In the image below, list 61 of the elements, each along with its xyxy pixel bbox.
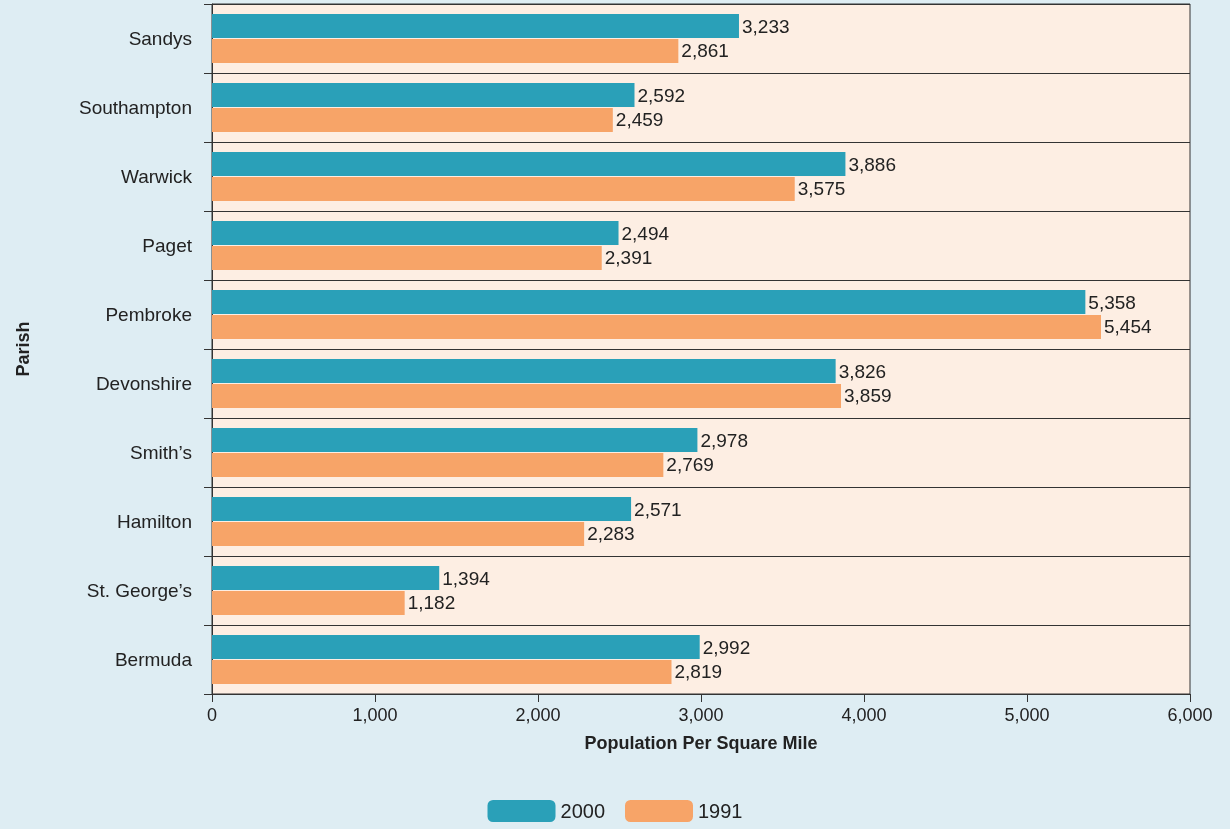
bar [212, 176, 795, 201]
bar [212, 566, 440, 591]
data-label: 2,571 [634, 498, 682, 520]
bar [212, 83, 635, 108]
bar [212, 152, 846, 177]
data-label: 2,992 [702, 636, 751, 658]
data-label: 1,394 [442, 567, 491, 589]
y-tick-label: Paget [142, 235, 193, 256]
data-label: 2,978 [700, 429, 748, 451]
bar [212, 314, 1101, 339]
legend-label: 1991 [698, 800, 743, 822]
bar [212, 659, 672, 684]
x-tick-label: 6,000 [1167, 705, 1213, 725]
bar [212, 428, 698, 453]
data-label: 3,575 [797, 178, 846, 200]
legend-label: 2000 [560, 800, 606, 822]
bar [212, 290, 1086, 315]
bar [212, 107, 613, 132]
data-label: 1,182 [407, 592, 456, 614]
data-label: 2,861 [681, 40, 729, 62]
bar [212, 245, 602, 270]
bar [212, 497, 632, 522]
bar [212, 383, 842, 408]
x-tick-label: 5,000 [1004, 705, 1050, 725]
bar [212, 14, 739, 39]
data-label: 3,859 [844, 385, 892, 407]
bar [212, 590, 405, 615]
x-tick-label: 0 [206, 705, 218, 725]
data-label: 2,391 [604, 247, 653, 269]
data-label: 2,494 [621, 222, 670, 244]
y-tick-label: Hamilton [117, 511, 192, 532]
data-label: 2,459 [615, 109, 664, 131]
bar [212, 452, 664, 477]
y-tick-label: Smith’s [130, 442, 192, 463]
y-tick-label: Pembroke [105, 304, 192, 325]
bar [212, 635, 700, 660]
y-axis-title: Parish [13, 321, 33, 377]
data-label: 2,769 [666, 454, 714, 476]
x-axis-title: Population Per Square Mile [584, 733, 818, 753]
bar [212, 359, 836, 384]
data-label: 5,358 [1088, 291, 1136, 313]
data-label: 2,592 [637, 84, 686, 106]
y-tick-label: Sandys [128, 28, 192, 49]
y-tick-label: Warwick [120, 166, 193, 187]
data-label: 2,283 [587, 523, 635, 545]
bar [212, 221, 619, 246]
bar [212, 38, 679, 63]
y-tick-label: Devonshire [95, 373, 192, 394]
bar [212, 521, 585, 546]
x-tick-label: 2,000 [515, 705, 561, 725]
data-label: 2,819 [674, 661, 723, 683]
x-tick-label: 1,000 [352, 705, 398, 725]
data-label: 5,454 [1104, 316, 1152, 338]
x-tick-label: 4,000 [841, 705, 887, 725]
y-tick-label: Southampton [78, 97, 192, 118]
data-label: 3,886 [848, 153, 896, 175]
data-label: 3,826 [838, 360, 887, 382]
data-label: 3,233 [741, 15, 790, 37]
x-tick-label: 3,000 [678, 705, 724, 725]
y-tick-label: St. George’s [86, 580, 192, 601]
y-tick-label: Bermuda [114, 649, 193, 670]
